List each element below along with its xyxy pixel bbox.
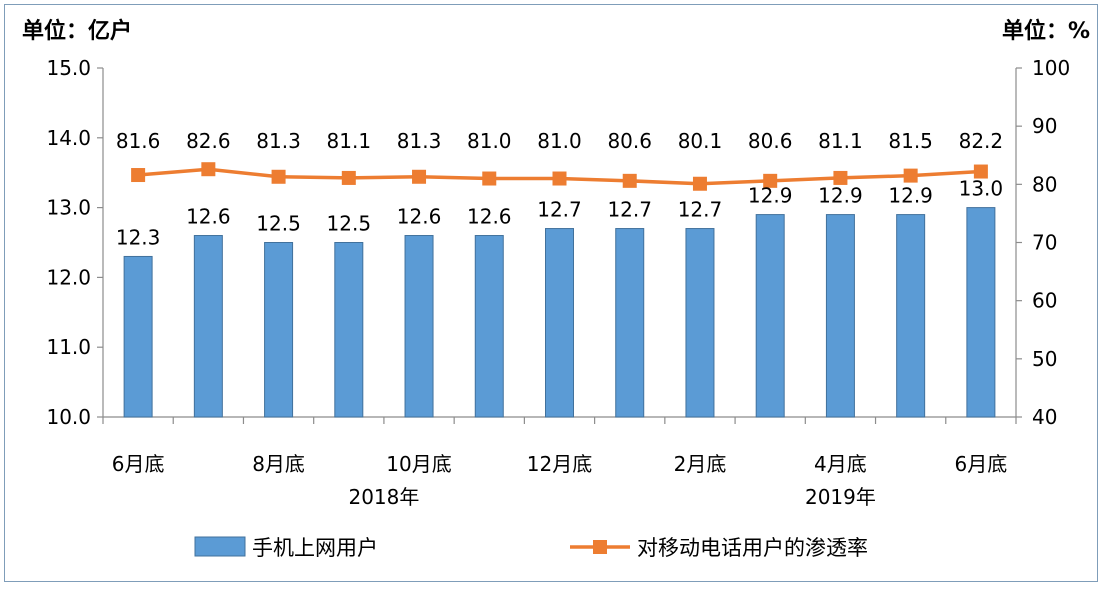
bar <box>825 214 855 418</box>
line-marker <box>412 169 427 184</box>
line-marker <box>552 171 567 186</box>
axes: 10.0 11.0 12.0 13.0 14.0 15.0 40 50 60 70 80 90 100 <box>46 56 1070 429</box>
bar-value-label: 12.9 <box>888 184 933 208</box>
line-marker <box>692 176 707 191</box>
line-marker <box>833 170 848 185</box>
bar-value-label: 12.9 <box>818 184 863 208</box>
line-value-label: 81.3 <box>256 129 301 153</box>
line-marker <box>201 162 216 177</box>
bar <box>334 242 364 418</box>
bar-value-label: 12.6 <box>397 205 442 229</box>
left-tick-label: 12.0 <box>46 265 91 289</box>
bar <box>474 235 504 418</box>
line-marker <box>903 168 918 183</box>
left-tick-label: 10.0 <box>46 405 91 429</box>
x-category-label: 6月底 <box>112 452 165 476</box>
bar <box>193 235 223 418</box>
bar <box>545 228 574 418</box>
bar-value-label: 12.7 <box>607 198 652 222</box>
right-axis-unit: 单位：% <box>1002 18 1090 44</box>
bar-value-label: 12.7 <box>537 198 582 222</box>
line-value-label: 81.3 <box>397 129 442 153</box>
legend-bar-label: 手机上网用户 <box>252 536 378 560</box>
line-marker <box>622 173 637 188</box>
left-tick-label: 11.0 <box>46 335 91 359</box>
x-year-label: 2019年 <box>805 485 876 509</box>
line-value-label: 81.1 <box>327 129 372 153</box>
line-value-label: 81.0 <box>467 129 512 153</box>
x-category-label: 6月底 <box>955 452 1008 476</box>
bar-value-label: 12.3 <box>116 225 161 249</box>
right-tick-label: 100 <box>1032 56 1070 80</box>
line-marker <box>271 169 286 184</box>
bar-value-label: 12.9 <box>748 184 793 208</box>
legend-bar-swatch <box>194 536 246 557</box>
x-axis-labels: 6月底 8月底 10月底 12月底 2月底 4月底 6月底 2018年 2019年 <box>112 452 1008 509</box>
line-marker <box>341 170 356 185</box>
x-category-label: 8月底 <box>252 452 305 476</box>
data-labels: 12.3 12.6 12.5 12.5 12.6 12.6 12.7 12.7 12.7 12.9… <box>116 129 1003 249</box>
chart-frame <box>4 4 1098 582</box>
line-marker <box>763 173 778 188</box>
left-tick-label: 14.0 <box>46 126 91 150</box>
line-value-label: 80.6 <box>748 129 793 153</box>
bar-value-label: 12.6 <box>467 205 512 229</box>
right-tick-label: 90 <box>1032 114 1057 138</box>
x-category-label: 4月底 <box>814 452 867 476</box>
legend-line-marker <box>593 540 607 554</box>
bar <box>264 242 294 418</box>
right-tick-label: 40 <box>1032 405 1057 429</box>
left-axis-unit: 单位：亿户 <box>22 18 132 44</box>
right-tick-label: 50 <box>1032 347 1057 371</box>
line-marker <box>973 164 988 179</box>
bar <box>755 214 785 418</box>
line-value-label: 81.5 <box>888 129 933 153</box>
bar-value-label: 12.5 <box>327 212 372 236</box>
x-category-label: 2月底 <box>674 452 727 476</box>
bar-value-label: 13.0 <box>959 177 1004 201</box>
bar <box>896 214 926 418</box>
bar <box>615 228 645 418</box>
line-value-label: 81.6 <box>116 129 161 153</box>
x-category-label: 12月底 <box>527 452 592 476</box>
left-tick-label: 13.0 <box>46 196 91 220</box>
line-marker <box>482 171 497 186</box>
line-value-label: 82.6 <box>186 129 231 153</box>
x-category-label: 10月底 <box>386 452 451 476</box>
left-tick-label: 15.0 <box>46 56 91 80</box>
bar <box>966 207 996 418</box>
line-value-label: 80.6 <box>607 129 652 153</box>
line-value-label: 81.0 <box>537 129 582 153</box>
legend-line-label: 对移动电话用户的渗透率 <box>637 536 868 560</box>
bar-series <box>123 207 996 418</box>
line-marker <box>131 168 146 183</box>
bar-value-label: 12.5 <box>256 212 301 236</box>
bar-value-label: 12.6 <box>186 205 231 229</box>
line-value-label: 80.1 <box>678 129 723 153</box>
bar <box>685 228 715 418</box>
right-tick-label: 80 <box>1032 172 1057 196</box>
right-tick-label: 60 <box>1032 289 1057 313</box>
bar <box>123 255 153 418</box>
legend: 手机上网用户 对移动电话用户的渗透率 <box>194 536 868 560</box>
line-value-label: 82.2 <box>959 129 1004 153</box>
bar-value-label: 12.7 <box>678 198 723 222</box>
x-year-label: 2018年 <box>348 485 419 509</box>
bar <box>404 235 434 418</box>
line-series <box>131 162 988 191</box>
line-value-label: 81.1 <box>818 129 863 153</box>
right-tick-label: 70 <box>1032 231 1057 255</box>
